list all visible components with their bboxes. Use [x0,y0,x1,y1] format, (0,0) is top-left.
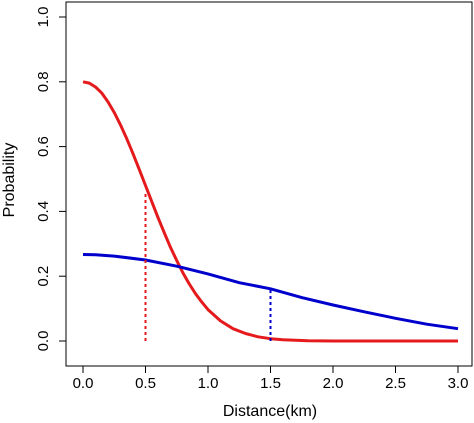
y-tick-label: 0.2 [35,266,52,287]
y-tick-label: 0.0 [35,331,52,352]
y-tick-label: 0.4 [35,201,52,222]
marker-layer [144,193,272,341]
x-tick-label: 2.5 [385,375,406,392]
x-tick-label: 0.0 [73,375,94,392]
x-tick-label: 1.0 [198,375,219,392]
plot-frame [65,1,473,367]
y-axis-title: Probability [1,143,18,218]
x-tick-label: 1.5 [260,375,281,392]
x-axis: 0.0 0.5 1.0 1.5 2.0 2.5 3.0 [73,365,469,392]
x-tick-label: 3.0 [448,375,469,392]
y-axis: 0.0 0.2 0.4 0.6 0.8 1.0 [35,7,67,352]
series-line-2 [82,253,459,331]
x-tick-label: 2.0 [323,375,344,392]
y-tick-label: 0.8 [35,71,52,92]
x-tick-label: 0.5 [135,375,156,392]
y-tick-label: 1.0 [35,7,52,28]
y-tick-label: 0.6 [35,136,52,157]
x-axis-title: Distance(km) [223,403,317,420]
